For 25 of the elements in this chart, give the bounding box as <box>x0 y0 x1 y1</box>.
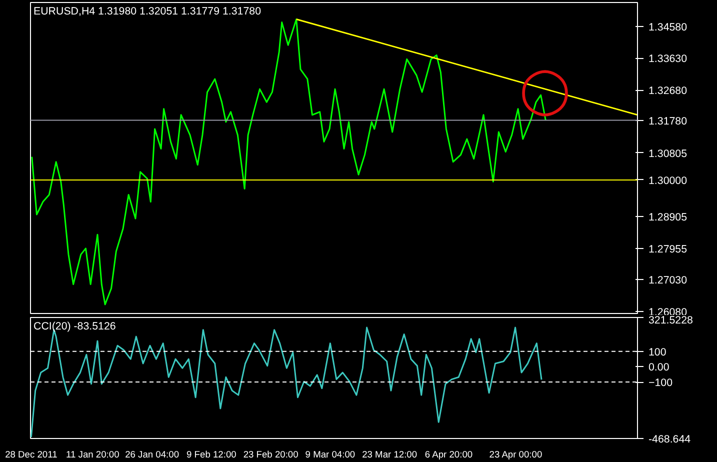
x-tick-label: 6 Apr 20:00 <box>424 450 473 460</box>
x-tick-label: 23 Feb 20:00 <box>243 450 298 460</box>
y-tick-label: 1.27955 <box>648 244 688 256</box>
x-tick-label: 26 Jan 04:00 <box>125 450 180 460</box>
x-tick-label: 28 Dec 2011 <box>5 450 58 460</box>
y-tick-label: 1.28905 <box>648 212 688 224</box>
y-tick-label: 1.32680 <box>648 85 688 98</box>
chart-title: EURUSD,H4 1.31980 1.32051 1.31779 1.31780 <box>34 6 262 18</box>
y-tick-label: 1.30805 <box>648 148 688 160</box>
ref-line-label: 1.31780 <box>648 115 688 128</box>
y-tick-label: 321.5228 <box>648 314 694 326</box>
ref-line-label: 1.30000 <box>648 174 688 187</box>
y-tick-label: 0.00 <box>648 362 670 374</box>
x-tick-label: 9 Mar 04:00 <box>305 450 356 460</box>
chart-title: CCI(20) -83.5126 <box>34 320 116 332</box>
x-tick-label: 23 Apr 00:00 <box>489 450 542 460</box>
x-tick-label: 23 Mar 12:00 <box>362 450 418 460</box>
y-tick-label: 100 <box>648 346 666 358</box>
y-tick-label: 1.27030 <box>648 274 688 287</box>
y-tick-label: −100 <box>648 377 673 390</box>
y-tick-label: -468.644 <box>648 434 691 446</box>
y-tick-label: 1.34580 <box>648 21 688 34</box>
x-tick-label: 9 Feb 12:00 <box>186 450 236 460</box>
x-tick-label: 11 Jan 20:00 <box>66 450 120 460</box>
y-tick-label: 1.33630 <box>648 53 688 66</box>
